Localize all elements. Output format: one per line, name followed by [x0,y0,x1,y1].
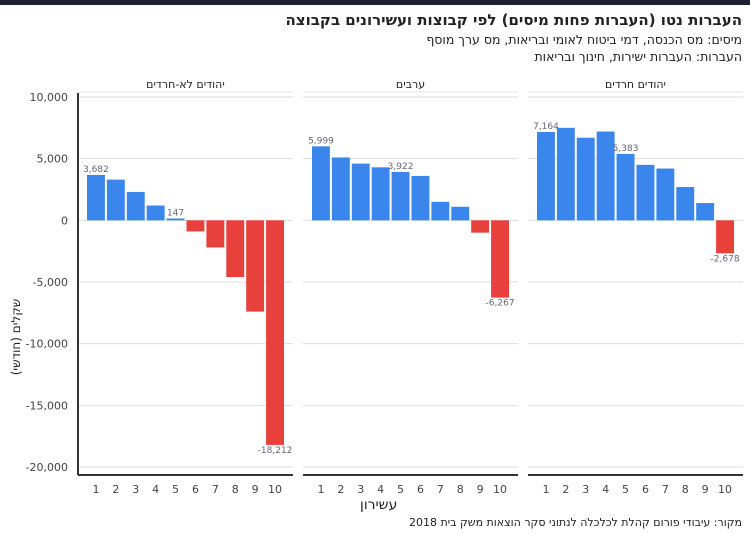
x-tick-label: 1 [317,483,324,496]
bar [576,137,595,221]
data-label: 3,922 [388,162,414,172]
x-tick-label: 2 [112,483,119,496]
chart-subtitle-taxes: מיסים: מס הכנסה, דמי ביטוח לאומי ובריאות… [426,32,742,47]
x-tick-label: 10 [268,483,282,496]
x-tick-label: 6 [642,483,649,496]
bar [266,220,284,445]
x-tick-label: 1 [542,483,549,496]
x-tick-label: 10 [718,483,732,496]
top-bar [0,0,750,5]
x-tick-label: 4 [377,483,384,496]
y-tick-label: 0 [61,214,68,227]
bar [106,179,125,221]
data-label: -18,212 [258,446,293,456]
bar [471,220,490,233]
bar [146,205,165,221]
y-tick-label: -15,000 [26,399,68,412]
bar [616,153,635,221]
bar [371,167,390,221]
x-tick-label: 4 [152,483,159,496]
bar [331,157,350,221]
bar [716,220,734,254]
chart-title: העברות נטו (העברות פחות מיסים) לפי קבוצו… [285,11,743,29]
panel-title: ערבים [396,78,425,91]
data-label: 3,682 [83,165,109,175]
bar [126,191,145,221]
x-tick-label: 2 [337,483,344,496]
bar [556,127,575,221]
chart-header: העברות נטו (העברות פחות מיסים) לפי קבוצו… [286,10,743,65]
y-axis-label: שקלים (חודשי) [9,298,23,376]
x-tick-label: 6 [417,483,424,496]
bar [391,171,410,221]
data-label: 147 [167,209,184,219]
data-label: -2,678 [711,254,740,264]
x-tick-label: 6 [192,483,199,496]
bar [206,220,225,248]
bar [246,220,265,312]
y-tick-label: 5,000 [37,153,69,166]
x-tick-label: 9 [702,483,709,496]
y-tick-label: 10,000 [30,91,69,104]
x-tick-label: 5 [622,483,629,496]
chart-subtitle-transfers: העברות: העברות ישירות, חינוך ובריאות [534,49,742,64]
x-tick-label: 8 [682,483,689,496]
x-tick-label: 4 [602,483,609,496]
x-tick-label: 9 [252,483,259,496]
data-label: 7,164 [533,122,559,132]
bar [166,218,185,221]
x-tick-label: 3 [132,483,139,496]
y-tick-label: -5,000 [33,276,68,289]
x-tick-label: 3 [357,483,364,496]
y-tick-label: -20,000 [26,461,68,474]
bar [226,220,245,278]
panel-title: יהודים חרדים [605,78,666,91]
bar [186,220,205,232]
x-tick-label: 5 [397,483,404,496]
data-label: 5,999 [308,136,334,146]
x-tick-label: 7 [662,483,669,496]
bar [351,163,370,221]
x-tick-label: 7 [212,483,219,496]
data-label: -6,267 [486,299,515,309]
bar [656,168,675,221]
bar [696,203,715,221]
x-tick-label: 5 [172,483,179,496]
x-tick-label: 2 [562,483,569,496]
data-label: 5,383 [613,144,639,154]
bar [636,164,655,221]
bar [676,187,695,221]
x-tick-label: 1 [92,483,99,496]
bar [431,201,450,221]
source-note: מקור: עיבודי פורום קהלת לכלכלה לנתוני סק… [408,516,742,529]
x-tick-label: 9 [477,483,484,496]
x-tick-label: 10 [493,483,507,496]
bar [451,206,470,221]
x-tick-label: 3 [582,483,589,496]
bar [537,131,555,221]
panel-title: יהודים לא-חרדים [146,78,225,91]
bar [87,174,105,221]
x-tick-label: 8 [232,483,239,496]
bar [411,175,430,221]
bar [312,146,330,221]
x-axis-label: עשירון [360,497,398,513]
bar [596,131,615,221]
bar [491,220,509,298]
x-tick-label: 7 [437,483,444,496]
y-tick-label: -10,000 [26,338,68,351]
x-tick-label: 8 [457,483,464,496]
